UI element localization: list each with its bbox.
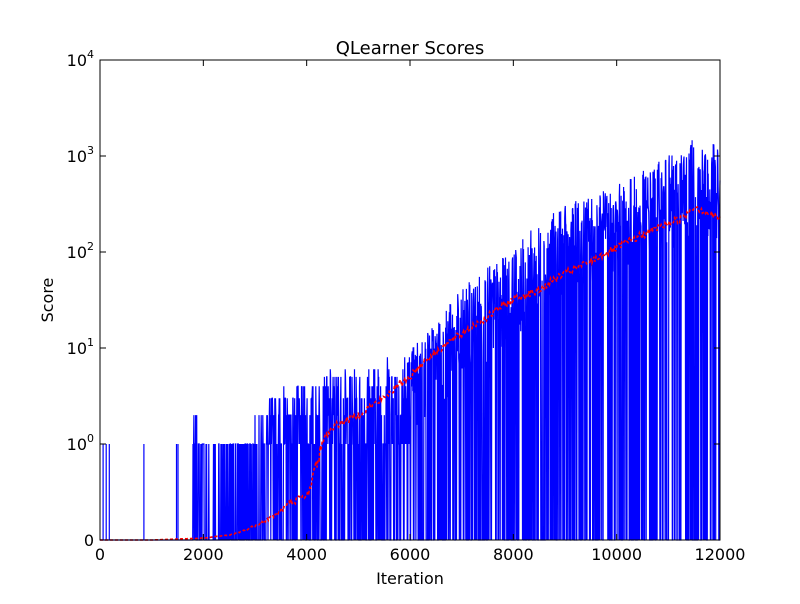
x-tick-label: 8000 xyxy=(493,545,534,564)
x-tick-label: 12000 xyxy=(695,545,746,564)
y-tick-label: 101 xyxy=(67,336,94,358)
x-tick-label: 4000 xyxy=(286,545,327,564)
chart-title: QLearner Scores xyxy=(336,38,484,59)
x-axis-label: Iteration xyxy=(376,569,444,588)
x-tick-label: 2000 xyxy=(183,545,224,564)
plot-area: 0 2000 4000 6000 8000 10000 12000 0 100 101 102 103… xyxy=(67,48,746,564)
series-raw-scores xyxy=(100,140,721,541)
y-tick-label: 103 xyxy=(67,144,94,166)
x-tick-label: 0 xyxy=(95,545,105,564)
y-tick-label: 0 xyxy=(84,531,94,550)
y-axis-label: Score xyxy=(38,278,57,323)
series-moving-average xyxy=(100,205,721,541)
y-tick-label: 104 xyxy=(67,48,94,70)
y-tick-label: 102 xyxy=(67,240,94,262)
x-tick-label: 6000 xyxy=(390,545,431,564)
y-tick-label: 100 xyxy=(67,432,94,454)
series-layer xyxy=(100,140,721,541)
moving-average-line xyxy=(100,205,721,541)
x-tick-label: 10000 xyxy=(591,545,642,564)
raw-score-line xyxy=(100,140,721,541)
tick-layer: 0 2000 4000 6000 8000 10000 12000 0 100 101 102 103… xyxy=(67,48,746,564)
